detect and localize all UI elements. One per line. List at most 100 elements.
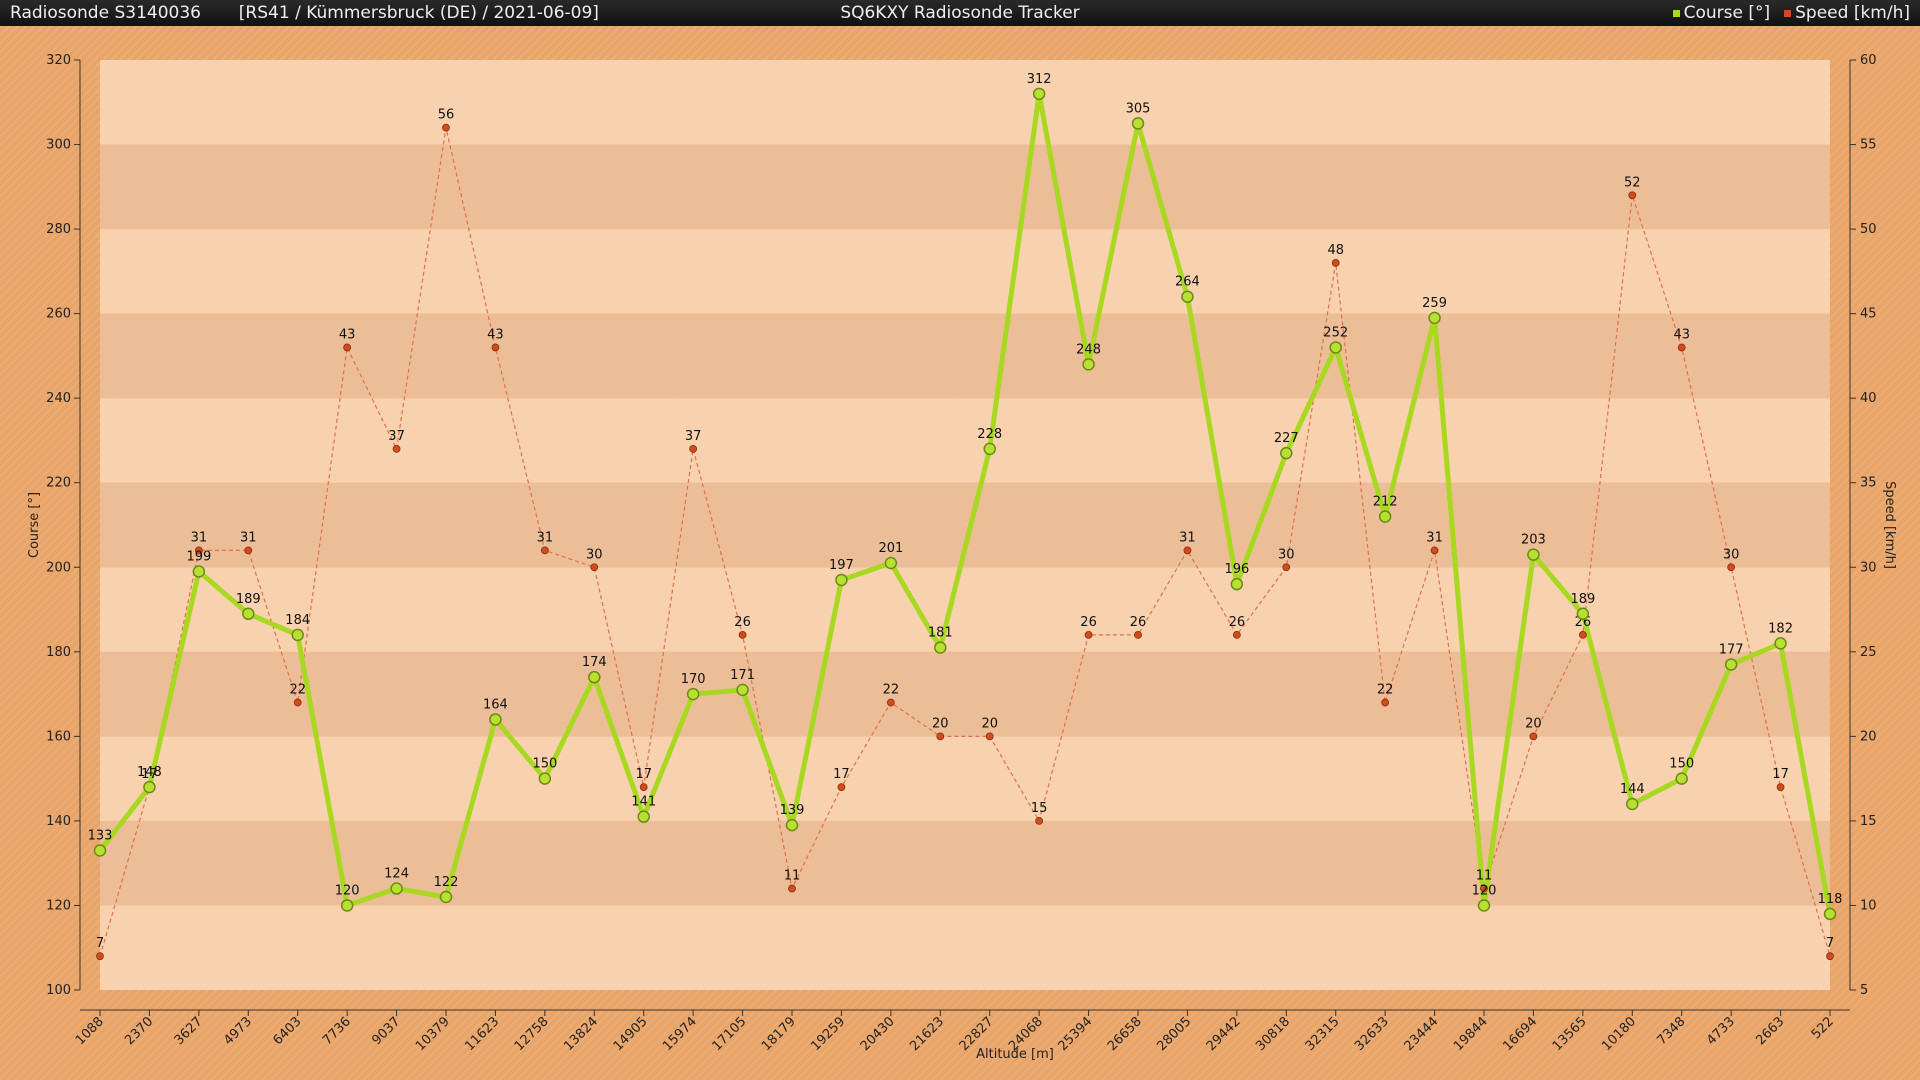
speed-point [788,884,796,893]
x-tick-label: 21623 [907,1014,947,1054]
course-point [1280,446,1293,460]
x-tick-label: 16694 [1500,1014,1540,1054]
course-data-label: 164 [483,697,508,712]
x-tick-label: 18179 [759,1014,799,1054]
right-tick-label: 60 [1860,53,1877,68]
course-data-label: 120 [335,883,360,898]
right-tick-label: 55 [1860,138,1877,153]
speed-point [244,546,253,555]
course-data-label: 228 [977,427,1002,442]
speed-point [392,445,401,453]
grid-band [100,398,1830,483]
course-point [835,573,848,587]
course-point [934,641,947,654]
speed-point [1480,884,1488,893]
right-axis-title: Speed [km/h] [1882,481,1897,569]
course-data-label: 189 [236,592,261,607]
speed-point [1727,563,1736,572]
x-tick-label: 32633 [1352,1014,1392,1054]
course-data-label: 203 [1521,533,1546,548]
speed-point [293,698,302,707]
sonde-id: Radiosonde S3140036 [10,3,201,23]
speed-data-label: 31 [537,530,554,545]
speed-data-label: 22 [883,683,900,698]
speed-point [886,698,895,707]
course-point [1428,311,1441,325]
speed-data-label: 17 [833,767,850,782]
speed-data-label: 26 [1080,615,1097,630]
right-tick-label: 40 [1860,391,1877,406]
course-data-label: 133 [88,829,113,844]
speed-point [689,445,698,453]
course-data-label: 182 [1768,621,1793,636]
course-data-label: 174 [582,655,607,670]
x-tick-label: 13824 [561,1014,601,1054]
x-tick-label: 30818 [1253,1014,1293,1054]
speed-data-label: 11 [1476,869,1493,884]
x-tick-label: 4973 [221,1014,255,1048]
speed-data-label: 43 [1673,327,1690,342]
left-tick-label: 180 [46,645,71,660]
speed-data-label: 20 [981,716,998,731]
speed-data-label: 20 [932,716,949,731]
legend-item-course[interactable]: Course [°] [1672,0,1771,26]
x-tick-label: 15974 [660,1014,700,1054]
speed-data-label: 11 [784,869,801,884]
speed-data-label: 22 [289,683,306,698]
left-tick-label: 240 [46,391,71,406]
course-point [588,670,601,684]
course-point [1378,510,1392,523]
x-tick-label: 522 [1809,1014,1837,1042]
grid-band [100,144,1830,230]
course-point [439,890,453,904]
legend-label-course: Course [°] [1683,3,1771,23]
x-tick-label: 10379 [413,1014,453,1054]
course-point [1576,607,1590,621]
title-bar: Radiosonde S3140036 [RS41 / Kümmersbruck… [0,0,1920,26]
grid-band [100,736,1830,821]
course-point [1082,358,1095,371]
speed-point [1331,259,1340,267]
legend-item-speed[interactable]: Speed [km/h] [1784,0,1910,26]
course-point [1477,899,1491,912]
grid-band [100,905,1830,990]
course-data-label: 118 [1818,892,1843,907]
speed-data-label: 31 [1179,530,1196,545]
legend-label-speed: Speed [km/h] [1795,3,1910,23]
course-point [637,810,650,823]
x-tick-label: 3627 [172,1014,206,1048]
course-data-label: 181 [928,626,953,641]
speed-data-label: 37 [388,429,405,444]
x-tick-label: 19844 [1451,1014,1491,1054]
course-point [1626,797,1639,811]
x-tick-label: 17105 [710,1014,750,1054]
course-data-label: 189 [1570,592,1595,607]
course-point [1032,87,1046,101]
x-tick-label: 4733 [1704,1014,1738,1048]
course-data-label: 148 [137,765,162,780]
x-tick-label: 7348 [1655,1014,1689,1048]
right-tick-label: 45 [1860,307,1877,322]
left-tick-label: 200 [46,560,71,575]
course-data-label: 259 [1422,296,1447,311]
app-title: SQ6KXY Radiosonde Tracker [840,3,1080,23]
x-tick-label: 7736 [320,1014,354,1048]
x-tick-label: 1088 [73,1014,107,1048]
speed-point [1578,631,1587,639]
course-data-label: 196 [1224,562,1249,577]
speed-point [343,343,352,352]
course-data-label: 171 [730,668,755,683]
speed-point [1134,631,1142,639]
right-tick-label: 30 [1860,560,1877,575]
speed-point [194,546,203,555]
speed-data-label: 17 [635,767,652,782]
course-data-label: 184 [285,613,310,628]
x-tick-label: 25394 [1056,1014,1096,1054]
speed-data-label: 7 [96,936,104,951]
course-data-label: 264 [1175,275,1200,290]
left-tick-label: 280 [46,222,71,237]
right-tick-label: 10 [1860,898,1877,913]
course-data-label: 212 [1373,495,1398,510]
course-point [1181,290,1194,303]
speed-point [985,732,994,741]
